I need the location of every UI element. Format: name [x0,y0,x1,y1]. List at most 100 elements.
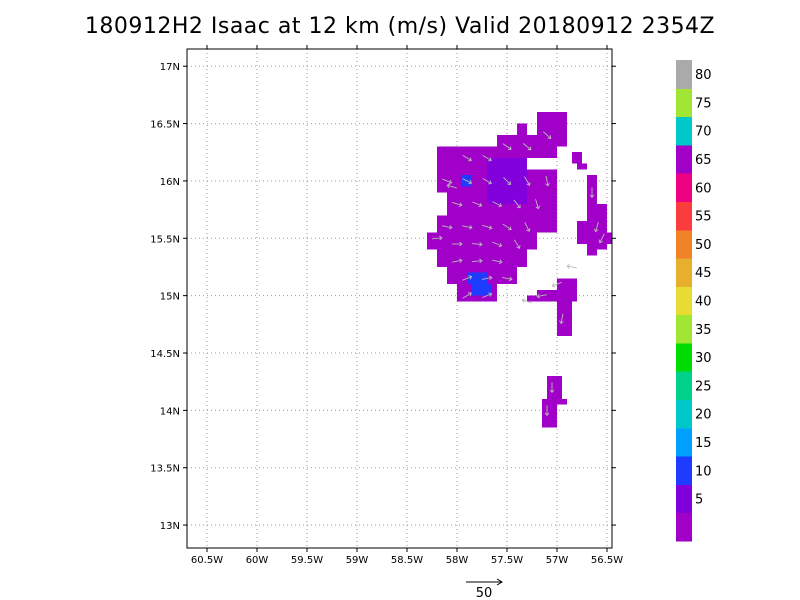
wind-vector [431,235,443,241]
x-tick-label: 58W [446,555,469,566]
wind-vector [524,176,531,186]
heatmap-cell [472,284,492,296]
colorbar-label: 40 [695,295,712,310]
wind-vector [544,405,550,417]
colorbar-label: 10 [695,464,712,479]
wind-vector [452,258,463,263]
heatmap-cell [517,123,527,136]
plot-frame [186,48,613,549]
heatmap-cell [577,221,607,245]
wind-vector [462,225,473,230]
colorbar-swatch [676,201,692,231]
colorbar-swatch [676,229,692,259]
colorbar-label: 60 [695,181,712,196]
wind-vector [462,292,472,299]
colorbar-swatch [676,286,692,316]
wind-vector [482,155,492,162]
wind-vector [502,223,512,231]
colorbar-label: 35 [695,323,712,338]
heatmap-cell [447,192,557,216]
wind-vector [536,293,547,299]
colorbar-label: 65 [695,153,712,168]
colorbar-swatch [676,144,692,174]
heatmap-cell [557,278,577,290]
colorbar-label: 80 [695,68,712,83]
wind-vector [471,258,483,264]
wind-vector [513,199,521,209]
heatmap-cell [572,152,582,164]
colorbar-swatch [676,173,692,202]
wind-vector [545,175,550,187]
wind-vector [522,143,532,151]
heatmap-cells [427,112,612,428]
y-tick-label: 14N [160,406,180,417]
heatmap-cell [542,398,557,428]
wind-vector [593,221,599,233]
wind-vector [521,298,532,304]
wind-vector [503,177,512,185]
colorbar: 5 10 15 20 25 30 35 40 45 50 55 60 65 70 75 80 [676,60,712,542]
y-tick-label: 13.5N [150,464,180,475]
colorbar-label: 75 [695,96,712,111]
wind-vector [482,275,493,281]
wind-vector [542,131,552,139]
x-tick-label: 60.5W [191,555,223,566]
colorbar-label: 70 [695,125,712,140]
colorbar-swatch [676,342,692,372]
x-tick-label: 57.5W [491,555,523,566]
colorbar-swatch [676,484,692,514]
heatmap-cell [557,398,567,405]
colorbar-label: 45 [695,266,712,281]
wind-vector [452,241,463,247]
wind-vector [462,275,473,281]
wind-vector [598,233,605,244]
heatmap-cell [577,163,587,170]
x-tick-label: 60W [246,555,269,566]
heatmap-cell [427,232,537,250]
wind-vector [551,281,562,288]
colorbar-label: 20 [695,408,712,423]
y-tick-label: 17N [160,62,180,73]
wind-vector [535,198,541,210]
wind-vector [492,201,503,208]
heatmap-cell [437,249,527,267]
heatmap-cell [547,375,562,399]
colorbar-swatch [676,88,692,118]
colorbar-swatch [676,456,692,485]
wind-vector [472,201,483,208]
wind-vector [566,264,577,269]
colorbar-label: 25 [695,379,712,394]
wind-vector [471,241,483,247]
wind-vector [492,259,503,265]
wind-vector [514,239,521,249]
colorbar-label: 5 [695,493,703,508]
wind-vector [482,292,493,298]
x-tick-label: 59W [346,555,369,566]
chart-title: 180912H2 Isaac at 12 km (m/s) Valid 2018… [84,14,716,39]
wind-vector [502,276,513,282]
axis-ticks: 60.5W 60W 59.5W 59W 58.5W 58W 57.5W 57W 56.5W 13N… [150,45,623,566]
colorbar-swatch [676,258,692,287]
wind-vector [442,225,453,230]
x-tick-label: 59.5W [291,555,323,566]
x-tick-label: 56.5W [591,555,623,566]
heatmap-cell [467,272,487,285]
x-tick-label: 58.5W [391,555,423,566]
wind-vector [446,183,457,189]
colorbar-label: 15 [695,436,712,451]
vector-key-arrowhead [496,578,503,586]
wind-vector [549,382,555,394]
wind-vector [452,201,463,207]
wind-vector [482,224,493,230]
colorbar-swatch [676,399,692,429]
vector-key-label: 50 [476,586,493,600]
colorbar-label: 55 [695,210,712,225]
wind-vector [492,241,503,248]
wind-vector [462,178,473,185]
colorbar-swatch [676,314,692,344]
heatmap-cell [437,215,557,233]
y-tick-label: 16.5N [150,120,180,131]
y-tick-label: 16N [160,177,180,188]
heatmap-cell [537,289,577,302]
